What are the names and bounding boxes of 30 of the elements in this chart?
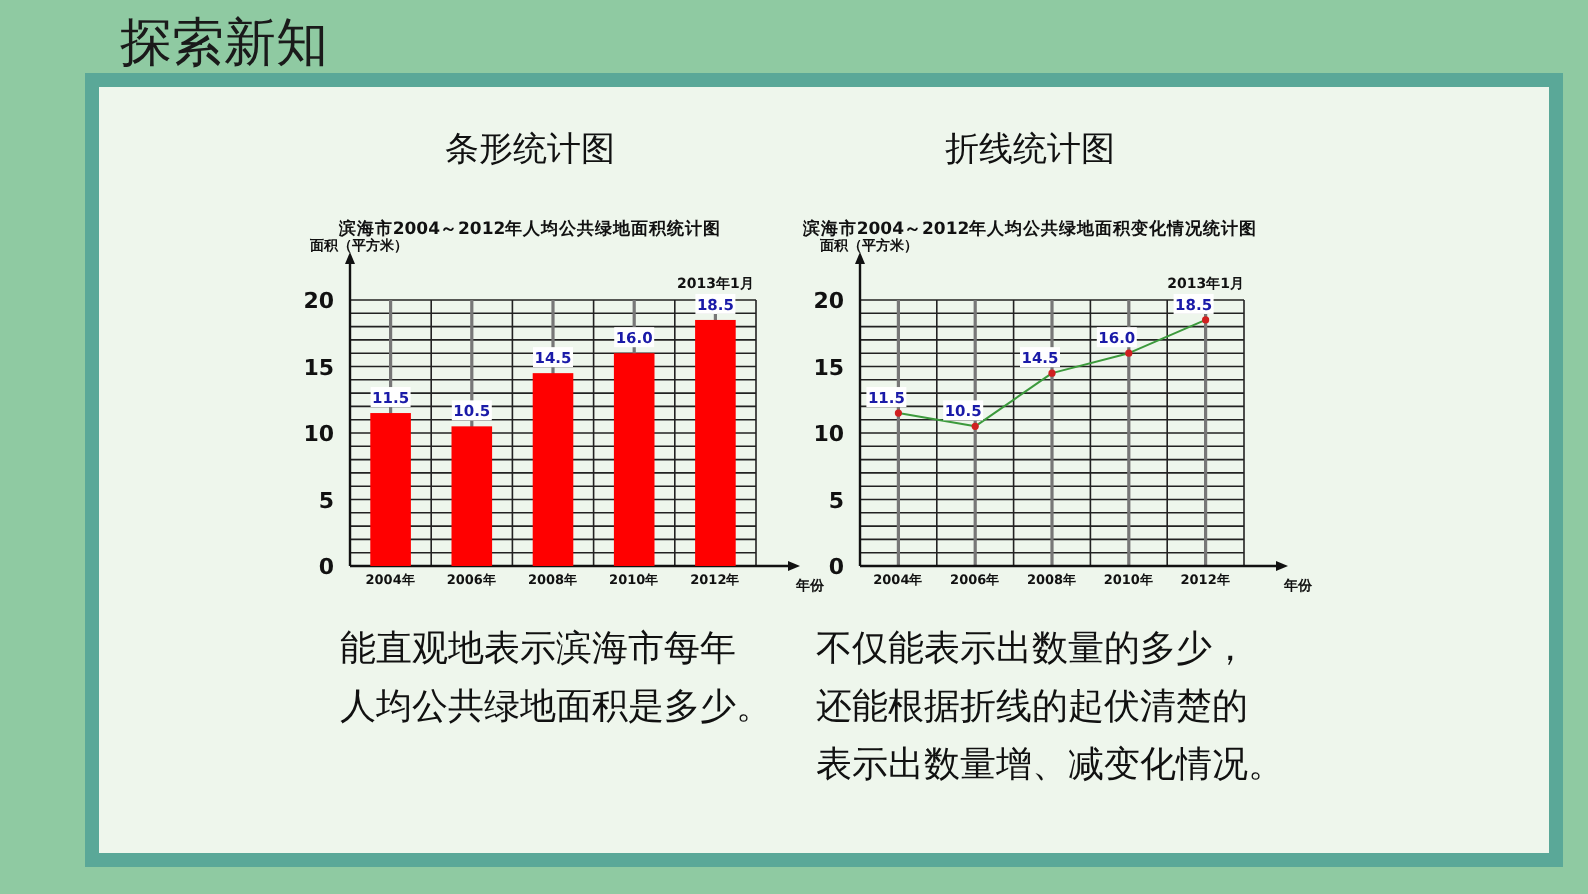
y-tick-label: 10 xyxy=(303,421,335,447)
text: 表示出数量增、减变化情况。 xyxy=(816,744,1284,786)
bar xyxy=(532,373,574,566)
y-tick-label: 5 xyxy=(318,487,334,514)
chart-title: 滨海市2004～2012年人均公共绿地面积统计图 xyxy=(336,218,722,240)
text: 人均公共绿地面积是多少。 xyxy=(340,686,772,728)
y-tick-label: 0 xyxy=(318,554,335,580)
bar xyxy=(613,353,655,566)
point xyxy=(1048,369,1056,377)
text: 能直观地表示滨海市每年 xyxy=(340,628,736,670)
chart-title: 滨海市2004～2012年人均公共绿地面积变化情况统计图 xyxy=(800,218,1258,240)
text: 不仅能表示出数量的多少， xyxy=(816,628,1248,670)
point xyxy=(894,409,902,417)
point xyxy=(1202,316,1210,324)
text: 探索新知 xyxy=(120,14,328,74)
y-tick-label: 10 xyxy=(813,421,845,447)
y-tick-label: 5 xyxy=(828,487,844,514)
chart-subtitle: 折线统计图 xyxy=(945,130,1115,170)
y-tick-label: 15 xyxy=(303,354,334,381)
bar xyxy=(451,426,493,566)
point xyxy=(1125,349,1133,357)
chart-subtitle: 条形统计图 xyxy=(445,130,615,170)
bar xyxy=(370,413,411,566)
bar xyxy=(695,319,736,566)
y-tick-label: 20 xyxy=(303,288,335,314)
point xyxy=(971,422,979,430)
text: 还能根据折线的起伏清楚的 xyxy=(816,686,1248,728)
y-tick-label: 0 xyxy=(828,554,845,580)
y-tick-label: 20 xyxy=(813,288,845,314)
y-tick-label: 15 xyxy=(813,354,844,381)
